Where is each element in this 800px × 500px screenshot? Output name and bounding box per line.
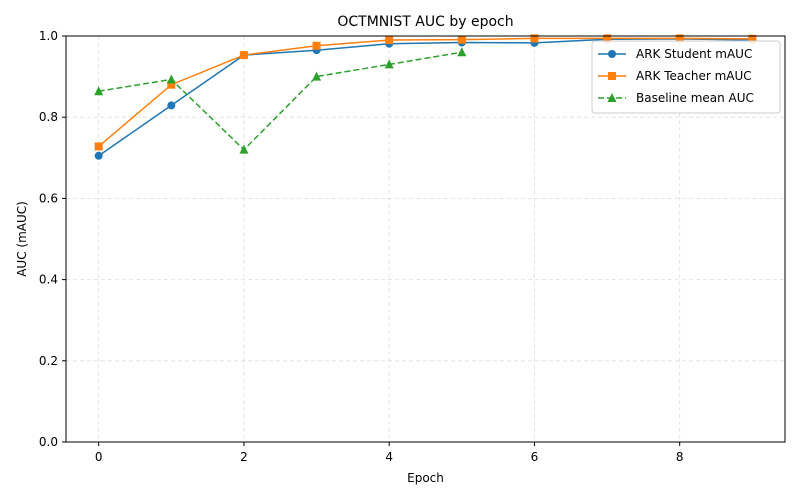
grid [66,35,785,443]
chart-title: OCTMNIST AUC by epoch [337,14,513,30]
data-point [166,74,176,84]
y-tick-label: 0.2 [39,354,58,368]
data-point [239,144,249,154]
series-line [98,37,753,148]
data-point [94,151,103,160]
y-axis-label: AUC (mAUC) [15,201,29,277]
legend-marker [608,50,616,58]
data-point [384,59,394,69]
data-point [239,51,248,60]
legend-label: Baseline mean AUC [636,91,754,105]
y-tick-label: 0.4 [39,273,58,287]
x-tick-label: 2 [240,450,248,464]
series-1 [94,34,757,151]
data-point [457,47,467,57]
y-tick-label: 1.0 [39,29,58,43]
x-tick-label: 6 [531,450,539,464]
axis-ticks: 0 2 4 6 8 0.0 0.2 0.4 0.6 0.8 1.0 [39,29,684,464]
data-point [457,35,466,44]
data-point [748,34,757,43]
data-point [312,41,321,50]
data-point [312,71,322,81]
legend-label: ARK Teacher mAUC [636,69,752,83]
series-line [98,51,462,151]
data-point [530,34,539,43]
y-tick-label: 0.0 [39,435,58,449]
legend: ARK Student mAUC ARK Teacher mAUC Baseline… [591,40,781,114]
x-tick-label: 0 [95,450,103,464]
y-tick-label: 0.6 [39,191,58,205]
x-tick-label: 4 [385,450,393,464]
legend-box [591,40,781,114]
data-point [385,36,394,45]
data-point [167,101,176,110]
data-point [675,34,684,43]
data-point [167,80,176,89]
x-axis-label: Epoch [407,471,444,485]
data-point [603,34,612,43]
series-2 [94,47,467,154]
y-tick-label: 0.8 [39,110,58,124]
legend-marker [608,72,616,80]
x-tick-label: 8 [676,450,684,464]
plot-frame [65,35,786,443]
legend-label: ARK Student mAUC [636,47,752,61]
data-point [94,142,103,151]
legend-marker [607,93,617,102]
data-point [94,86,104,96]
